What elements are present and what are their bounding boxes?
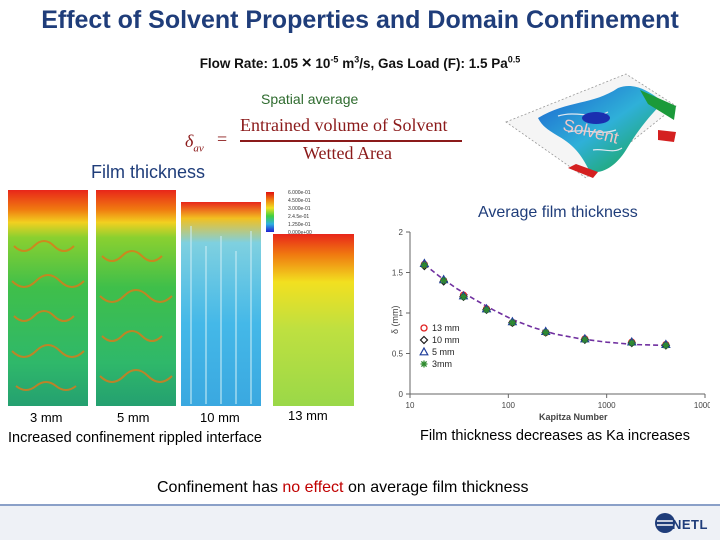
flow-rate-prefix: Flow Rate: 1.05	[199, 56, 302, 71]
film-thickness-label: Film thickness	[91, 162, 206, 182]
legend-marker	[419, 335, 429, 345]
colorbar-label: 0.000e+00	[288, 230, 312, 236]
data-point	[483, 306, 491, 314]
panel-label-5mm: 5 mm	[117, 410, 150, 425]
data-point	[542, 328, 550, 336]
y-tick-label: 1.5	[392, 269, 404, 278]
equals-sign: =	[217, 129, 228, 149]
data-point	[440, 277, 448, 285]
y-tick-label: 2	[399, 228, 404, 237]
fit-line	[423, 263, 666, 347]
solvent-domain-3d-image: Solvent	[505, 73, 677, 179]
chart-axes: 0 0.5 1 1.5 2 10 100 1000 10000	[392, 228, 710, 410]
colorbar-label: 2.4.5e-01	[288, 214, 309, 220]
delta-subscript: av	[193, 142, 204, 155]
conclusion-part1: Confinement has	[157, 479, 283, 496]
data-point	[581, 336, 589, 344]
data-point	[460, 293, 467, 301]
legend-label: 10 mm	[432, 335, 460, 345]
data-point	[420, 261, 428, 269]
film-thickness-contours: 6.000e-01 4.500e-01 3.000e-01 2.4.5e-01 …	[8, 190, 354, 406]
panel-3mm	[8, 190, 88, 406]
x-tick-label: 10	[406, 401, 415, 410]
panel-label-13mm: 13 mm	[288, 408, 328, 423]
data-point	[662, 341, 670, 349]
fraction-bar	[240, 140, 462, 142]
exponent-half: 0.5	[507, 54, 521, 65]
x-tick-label: 10000	[694, 401, 710, 410]
y-tick-label: 0	[399, 390, 404, 399]
netl-logo-text: NETL	[672, 517, 708, 532]
y-tick-label: 1	[399, 309, 404, 318]
data-point	[508, 319, 516, 327]
gas-load-text: /s, Gas Load (F): 1.5 Pa	[359, 56, 508, 71]
x-tick-label: 100	[502, 401, 516, 410]
equation-denominator: Wetted Area	[303, 143, 393, 163]
spatial-average-label: Spatial average	[261, 91, 359, 107]
confinement-caption: Increased confinement rippled interface	[8, 430, 262, 446]
legend-label: 13 mm	[432, 323, 460, 333]
legend-label: 3mm	[432, 359, 452, 369]
exponent-three: 3	[354, 54, 360, 65]
netl-logo-icon	[655, 513, 675, 533]
colorbar-label: 4.500e-01	[288, 198, 311, 204]
panel-label-10mm: 10 mm	[200, 410, 240, 425]
flow-conditions: Flow Rate: 1.05 × 10-5 m3/s, Gas Load (F…	[0, 53, 720, 73]
panel-label-3mm: 3 mm	[30, 410, 63, 425]
exponent-minus-five: -5	[330, 54, 339, 65]
y-axis-label: δ (mm)	[390, 305, 400, 334]
x-axis-label: Kapitza Number	[539, 412, 608, 422]
conclusion-part2: on average film thickness	[343, 479, 529, 496]
film-thickness-chart: 0 0.5 1 1.5 2 10 100 1000 10000 13 mm 10 mm 5 mm 3m…	[390, 228, 710, 422]
units-m: m	[338, 56, 355, 71]
colorbar-label: 6.000e-01	[288, 190, 311, 196]
footer-bar	[0, 506, 720, 540]
data-point	[628, 339, 636, 347]
panel-5mm	[96, 190, 176, 406]
legend-marker	[420, 360, 428, 368]
x-tick-label: 1000	[598, 401, 616, 410]
equation-lhs: δav	[185, 131, 204, 155]
chart-points	[419, 258, 671, 350]
kapitza-caption: Film thickness decreases as Ka increases	[420, 428, 690, 444]
delta-symbol: δ	[185, 131, 194, 151]
conclusion-text: Confinement has no effect on average fil…	[157, 476, 537, 499]
average-film-thickness-label: Average film thickness	[478, 204, 638, 221]
slide-title: Effect of Solvent Properties and Domain …	[41, 6, 679, 34]
ten-base: 10	[311, 56, 331, 71]
colorbar	[266, 192, 274, 232]
legend-marker	[419, 346, 429, 356]
chart-legend: 13 mm 10 mm 5 mm 3mm	[419, 323, 460, 369]
panel-13mm	[273, 234, 354, 406]
times-sign: ×	[301, 53, 312, 72]
equation-numerator: Entrained volume of Solvent	[240, 115, 448, 135]
y-tick-label: 0.5	[392, 350, 404, 359]
legend-marker	[420, 324, 428, 332]
colorbar-label: 1.250e-01	[288, 222, 311, 228]
colorbar-label: 3.000e-01	[288, 206, 311, 212]
footer-divider	[0, 504, 720, 506]
conclusion-highlight: no effect	[282, 479, 344, 496]
legend-label: 5 mm	[432, 347, 455, 357]
